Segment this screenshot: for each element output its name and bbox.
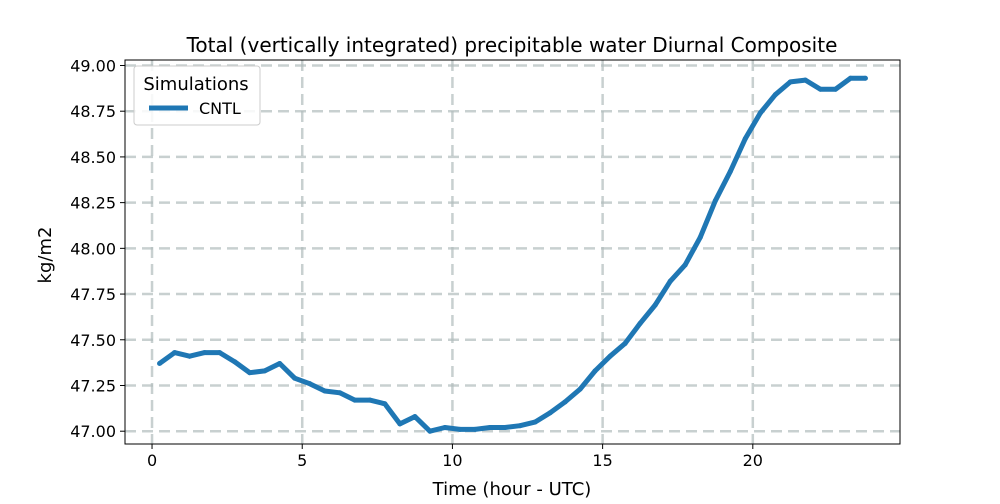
data-point: [277, 361, 283, 367]
x-axis-label: Time (hour - UTC): [432, 479, 592, 500]
data-point: [442, 425, 448, 431]
data-point: [727, 169, 733, 175]
y-tick-label: 47.25: [70, 376, 116, 395]
y-tick-label: 47.75: [70, 285, 116, 304]
y-tick-label: 48.00: [70, 239, 116, 258]
data-point: [262, 368, 268, 374]
data-point: [457, 426, 463, 432]
data-point: [652, 302, 658, 308]
data-point: [232, 359, 238, 365]
data-point: [217, 350, 223, 356]
data-point: [787, 79, 793, 85]
data-point: [757, 110, 763, 116]
data-point: [712, 198, 718, 204]
series-line-cntl: [158, 75, 866, 434]
data-point: [412, 414, 418, 420]
y-axis-label: kg/m2: [35, 227, 56, 284]
y-tick-label: 48.75: [70, 102, 116, 121]
y-tick-label: 49.00: [70, 56, 116, 75]
data-point: [292, 375, 298, 381]
data-point: [607, 353, 613, 359]
x-tick-label: 10: [442, 451, 462, 470]
data-point: [547, 410, 553, 416]
data-point: [352, 397, 358, 403]
data-point: [697, 234, 703, 240]
data-point: [202, 350, 208, 356]
data-point: [337, 390, 343, 396]
data-point: [682, 262, 688, 268]
data-point: [802, 77, 808, 83]
data-point: [667, 278, 673, 284]
legend-label-cntl: CNTL: [199, 99, 241, 118]
data-point: [577, 386, 583, 392]
data-point: [832, 86, 838, 92]
data-point: [187, 353, 193, 359]
y-tick-label: 48.50: [70, 148, 116, 167]
data-point: [307, 381, 313, 387]
x-tick-label: 15: [592, 451, 612, 470]
data-point: [817, 86, 823, 92]
data-point: [562, 399, 568, 405]
x-axis-ticks: 0 5 10 15 20: [147, 444, 763, 470]
data-point: [487, 425, 493, 431]
data-point: [502, 425, 508, 431]
data-point: [622, 340, 628, 346]
data-point: [247, 370, 253, 376]
data-point: [517, 423, 523, 429]
data-point: [592, 368, 598, 374]
data-point: [772, 92, 778, 98]
legend-title: Simulations: [143, 74, 248, 95]
plot-frame: [124, 59, 901, 445]
y-axis-ticks: 47.00 47.25 47.50 47.75 48.00 48.25 48.50 48.75…: [70, 56, 125, 441]
data-point: [532, 419, 538, 425]
data-point: [367, 397, 373, 403]
chart-title: Total (vertically integrated) precipitab…: [186, 33, 838, 57]
y-tick-label: 47.50: [70, 331, 116, 350]
y-tick-label: 47.00: [70, 422, 116, 441]
data-point: [397, 421, 403, 427]
data-point: [847, 75, 853, 81]
series-layer: [157, 75, 868, 434]
legend: Simulations CNTL: [133, 65, 261, 126]
data-point: [472, 426, 478, 432]
data-point: [427, 428, 433, 434]
data-point: [742, 136, 748, 142]
x-tick-label: 0: [147, 451, 157, 470]
data-point: [322, 388, 328, 394]
data-point: [157, 361, 163, 367]
y-tick-label: 48.25: [70, 194, 116, 213]
data-point: [172, 350, 178, 356]
data-point: [382, 401, 388, 407]
data-point: [862, 75, 868, 81]
data-point: [637, 320, 643, 326]
x-tick-label: 20: [743, 451, 763, 470]
x-tick-label: 5: [297, 451, 307, 470]
